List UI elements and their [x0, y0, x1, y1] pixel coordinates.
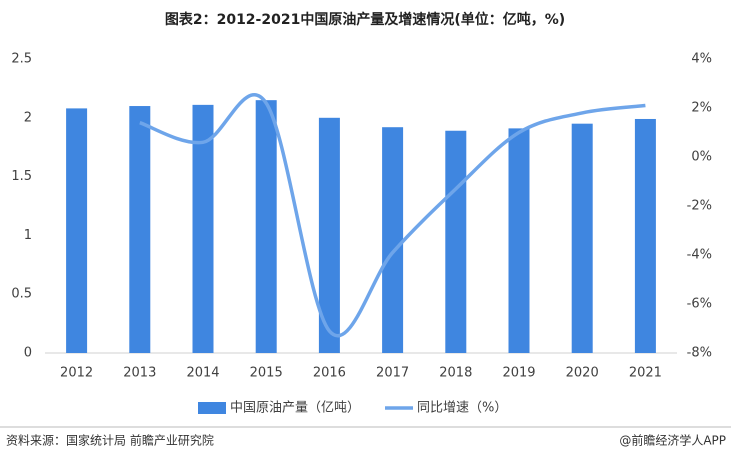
y2-tick-label: -4% — [687, 248, 712, 263]
y-tick-label: 0 — [24, 346, 32, 361]
legend-label: 中国原油产量（亿吨） — [230, 401, 360, 416]
y-tick-label: 2 — [24, 110, 32, 125]
credit: @前瞻经济学人APP — [619, 433, 726, 448]
y2-tick-label: -6% — [687, 297, 712, 312]
y2-tick-label: -2% — [687, 199, 712, 214]
bar — [192, 104, 214, 353]
bar — [255, 100, 277, 353]
x-tick-label: 2016 — [313, 366, 346, 381]
x-tick-label: 2020 — [566, 366, 599, 381]
x-tick-label: 2018 — [439, 366, 472, 381]
bar — [382, 127, 404, 353]
bar — [508, 128, 530, 353]
x-tick-label: 2014 — [186, 366, 219, 381]
x-tick-label: 2012 — [60, 366, 93, 381]
bar — [571, 123, 593, 354]
source: 资料来源：国家统计局 前瞻产业研究院 — [6, 433, 214, 448]
bar — [318, 117, 340, 353]
y-tick-label: 1 — [24, 228, 32, 243]
chart-title: 图表2：2012-2021中国原油产量及增速情况(单位：亿吨，%) — [165, 11, 565, 28]
y-tick-label: 1.5 — [11, 169, 32, 184]
y2-tick-label: 2% — [691, 101, 712, 116]
legend-label: 同比增速（%） — [417, 401, 507, 416]
y-tick-label: 2.5 — [11, 52, 32, 67]
bar — [634, 118, 656, 353]
growth-line — [139, 93, 646, 338]
bar — [129, 106, 151, 353]
y2-tick-label: 4% — [691, 52, 712, 67]
x-tick-label: 2013 — [123, 366, 156, 381]
bar — [66, 108, 88, 353]
x-tick-label: 2021 — [629, 366, 662, 381]
x-tick-label: 2017 — [376, 366, 409, 381]
x-tick-label: 2019 — [502, 366, 535, 381]
y-tick-label: 0.5 — [11, 287, 32, 302]
y2-tick-label: 0% — [691, 150, 712, 165]
x-tick-label: 2015 — [250, 366, 283, 381]
legend-swatch — [198, 402, 226, 414]
y2-tick-label: -8% — [687, 346, 712, 361]
bar — [445, 130, 467, 353]
